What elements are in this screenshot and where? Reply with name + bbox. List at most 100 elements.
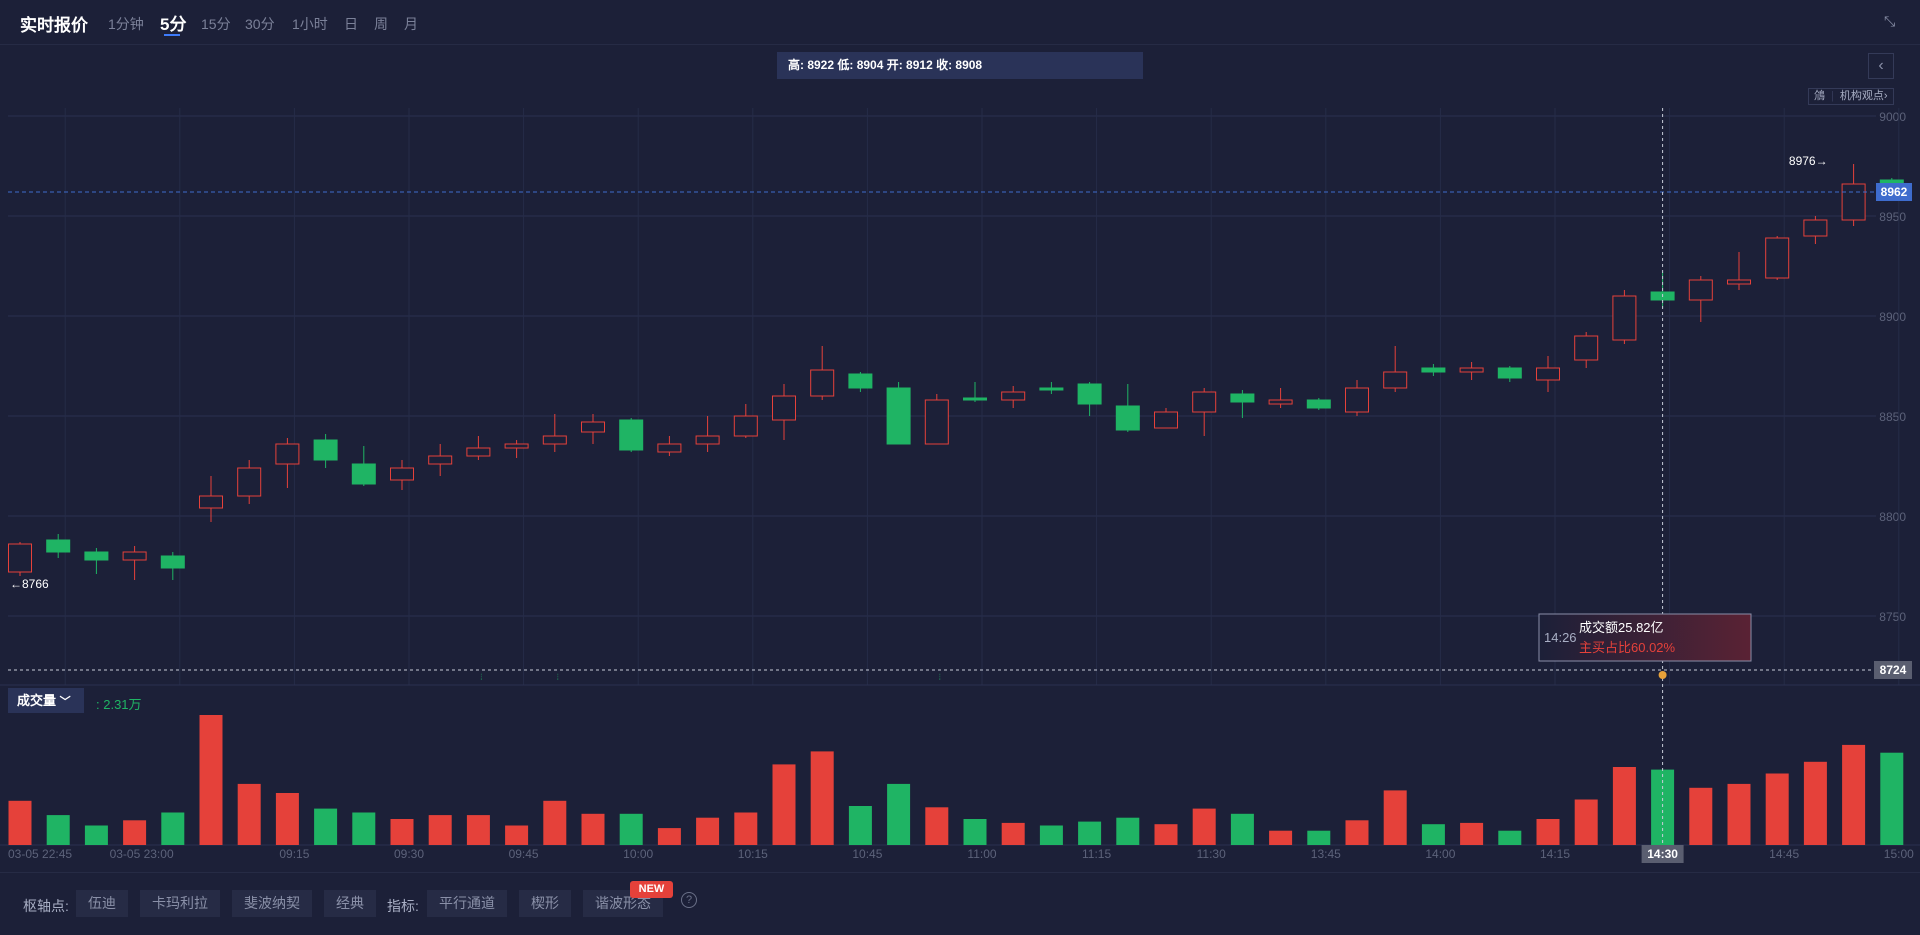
candle — [8, 542, 32, 576]
pivot-woodie-button[interactable]: 伍迪 — [76, 890, 128, 917]
candle-body — [390, 467, 414, 481]
volume-selector-label: 成交量 — [17, 693, 57, 708]
pivot-fibonacci-button[interactable]: 斐波纳契 — [232, 890, 312, 917]
period-tab-month[interactable]: 月 — [404, 16, 418, 32]
period-tab-15min[interactable]: 15分 — [201, 16, 231, 32]
candle-body — [1230, 393, 1255, 403]
volume-bar — [619, 813, 643, 845]
period-tab-week[interactable]: 周 — [374, 16, 388, 32]
candle-body — [1115, 405, 1140, 431]
volume-bar — [1078, 821, 1102, 845]
candle — [581, 414, 605, 444]
candle-body — [1803, 219, 1828, 237]
volume-bar — [1192, 808, 1216, 845]
candle-body — [1421, 367, 1446, 373]
x-tick-label: 11:15 — [1082, 847, 1111, 861]
x-tick-label: 14:45 — [1769, 847, 1799, 861]
tooltip-box — [1538, 613, 1752, 662]
candle — [848, 372, 873, 392]
y-tick-label: 8900 — [1879, 310, 1906, 324]
candle-body — [1039, 387, 1064, 391]
pivot-classic-button[interactable]: 经典 — [324, 890, 376, 917]
period-tab-5min[interactable]: 5分 — [160, 15, 187, 34]
candle — [695, 416, 720, 452]
x-tick-label: 13:45 — [1311, 847, 1341, 861]
volume-bar — [1612, 767, 1636, 845]
volume-indicator-dropdown[interactable]: 成交量 ﹀ — [8, 688, 84, 713]
period-tab-30min[interactable]: 30分 — [245, 16, 275, 32]
volume-bar — [1689, 787, 1713, 845]
x-tick-label: 11:00 — [967, 847, 996, 861]
volume-bar — [1345, 820, 1369, 845]
candle-body — [619, 419, 644, 451]
chevron-left-icon[interactable]: ‹ — [1868, 53, 1894, 79]
volume-bar — [848, 806, 872, 845]
period-tab-1min[interactable]: 1分钟 — [108, 16, 144, 32]
help-icon[interactable]: ? — [681, 892, 697, 908]
volume-bar — [734, 812, 758, 845]
candle — [1574, 332, 1599, 368]
candle-body — [466, 447, 491, 457]
candle-body — [963, 397, 987, 401]
pivot-camarilla-button[interactable]: 卡玛利拉 — [140, 890, 220, 917]
candle — [237, 460, 262, 504]
candle-body — [275, 443, 300, 465]
volume-bar — [237, 783, 261, 845]
institution-view-button[interactable]: 䲸 | 机构观点› — [1808, 88, 1894, 105]
volume-bar — [505, 825, 529, 845]
candle-body — [1841, 183, 1866, 221]
period-tab-day[interactable]: 日 — [344, 16, 358, 32]
candle — [1154, 408, 1178, 429]
pivot-label: 枢轴点: — [23, 898, 69, 914]
x-tick-label: 10:00 — [623, 847, 653, 861]
last-price-label: 8962 — [1881, 185, 1908, 199]
candle-body — [1688, 279, 1713, 301]
signal-marker: ⦙ — [939, 672, 941, 682]
candle — [1077, 382, 1102, 416]
chevron-down-icon: ﹀ — [59, 696, 71, 708]
candle — [810, 346, 835, 400]
candle — [1039, 382, 1064, 394]
volume-bar — [1574, 799, 1598, 845]
institution-view-label: 机构观点 — [1839, 90, 1884, 102]
period-tab-1hour[interactable]: 1小时 — [292, 16, 328, 32]
volume-value: : 2.31万 — [96, 697, 142, 712]
high-marker: 8976→ — [1789, 154, 1828, 168]
indicator-label: 指标: — [387, 898, 419, 914]
candle — [1841, 164, 1866, 226]
candle-body — [160, 555, 185, 569]
candle-body — [1345, 387, 1369, 413]
chevron-right-icon: › — [1883, 90, 1888, 102]
candle — [1688, 276, 1713, 322]
compress-arrows-icon[interactable]: ⤡ — [1884, 13, 1896, 29]
candle — [1497, 366, 1522, 382]
tooltip-time: 14:26 — [1544, 630, 1577, 645]
volume-bar — [84, 825, 108, 845]
volume-bar — [46, 815, 70, 845]
parallel-channel-button[interactable]: 平行通道 — [427, 890, 507, 917]
candle-body — [848, 373, 873, 389]
wedge-button[interactable]: 楔形 — [519, 890, 571, 917]
y-tick-label: 8850 — [1879, 410, 1906, 424]
candle — [199, 476, 223, 522]
y-tick-label: 8800 — [1879, 510, 1906, 524]
candle — [428, 444, 453, 476]
volume-bar — [543, 800, 567, 845]
low-marker: ←8766 — [10, 577, 49, 591]
candle-body — [1727, 279, 1751, 285]
candle-body — [810, 369, 835, 397]
x-tick-label: 09:15 — [279, 847, 309, 861]
volume-bar — [1803, 761, 1827, 845]
volume-bar — [1536, 819, 1560, 845]
candle — [1345, 380, 1369, 416]
x-tick-label: 09:30 — [394, 847, 424, 861]
y-tick-label: 9000 — [1879, 110, 1906, 124]
volume-bar — [1842, 744, 1866, 845]
volume-bar — [1421, 824, 1445, 845]
candle — [963, 382, 987, 402]
volume-bar — [810, 751, 834, 845]
y-tick-label: 8950 — [1879, 210, 1906, 224]
candle-body — [542, 435, 567, 445]
candle-body — [657, 443, 682, 453]
